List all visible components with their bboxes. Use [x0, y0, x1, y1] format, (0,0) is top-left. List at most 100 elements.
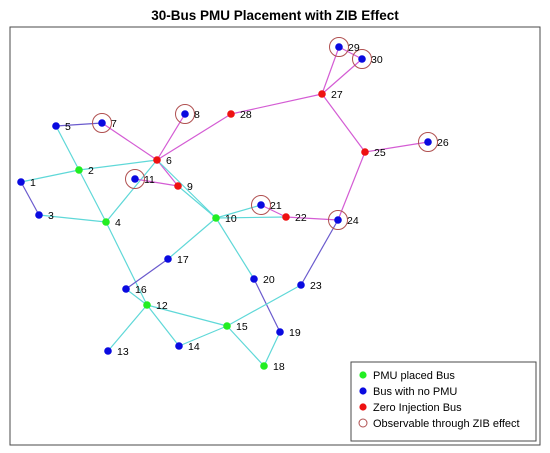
bus-label-18: 18 [273, 361, 285, 373]
bus-label-7: 7 [111, 118, 117, 130]
edge-24-25 [337, 151, 366, 221]
legend-nopmu-label: Bus with no PMU [373, 386, 457, 398]
bus-label-17: 17 [177, 254, 189, 266]
bus-label-11: 11 [144, 174, 155, 186]
bus-label-24: 24 [347, 215, 359, 227]
bus-label-25: 25 [374, 147, 386, 159]
bus-node-10 [212, 214, 220, 222]
bus-node-26 [424, 138, 432, 146]
bus-label-10: 10 [225, 213, 237, 225]
bus-node-5 [52, 122, 60, 130]
edges-layer [20, 46, 429, 367]
edge-3-4 [38, 214, 107, 223]
bus-node-15 [223, 322, 231, 330]
bus-label-19: 19 [289, 327, 301, 339]
bus-node-18 [260, 362, 268, 370]
observable-rings-layer [92, 37, 438, 230]
bus-label-30: 30 [371, 54, 383, 66]
bus-node-30 [358, 55, 366, 63]
edge-12-15 [146, 304, 228, 327]
bus-label-4: 4 [115, 217, 121, 229]
edge-12-14 [146, 304, 180, 347]
observable-ring-26 [418, 132, 438, 152]
edge-10-17 [167, 217, 217, 260]
edge-10-20 [215, 217, 255, 280]
edge-29-30 [338, 46, 363, 60]
observable-ring-30 [352, 49, 372, 69]
edge-6-28 [156, 113, 232, 161]
edge-25-26 [364, 141, 429, 153]
edge-10-21 [215, 204, 262, 219]
bus-node-3 [35, 211, 43, 219]
bus-node-9 [174, 182, 182, 190]
edge-15-23 [226, 284, 302, 327]
edge-19-20 [253, 278, 281, 333]
edge-2-5 [55, 125, 80, 171]
bus-node-4 [102, 218, 110, 226]
bus-node-14 [175, 342, 183, 350]
edge-25-27 [321, 93, 366, 153]
bus-node-28 [227, 110, 235, 118]
bus-node-17 [164, 255, 172, 263]
legend-observable-label: Observable through ZIB effect [373, 418, 520, 430]
edge-21-22 [260, 204, 287, 218]
bus-label-6: 6 [166, 155, 172, 167]
edge-9-10 [177, 185, 217, 219]
nodes-layer [17, 43, 432, 370]
legend-pmu-marker [359, 371, 367, 379]
bus-node-6 [153, 156, 161, 164]
edge-5-7 [55, 122, 103, 127]
bus-label-21: 21 [270, 200, 282, 212]
legend-box [350, 361, 537, 442]
bus-node-2 [75, 166, 83, 174]
legend-zib-marker [359, 403, 367, 411]
bus-node-13 [104, 347, 112, 355]
bus-label-8: 8 [194, 109, 200, 121]
bus-node-21 [257, 201, 265, 209]
bus-label-27: 27 [331, 89, 343, 101]
observable-ring-29 [329, 37, 349, 57]
bus-label-28: 28 [240, 109, 252, 121]
edge-27-30 [321, 58, 363, 95]
legend-pmu-label: PMU placed Bus [373, 370, 455, 382]
bus-node-27 [318, 90, 326, 98]
bus-node-12 [143, 301, 151, 309]
legend: PMU placed Bus Bus with no PMU Zero Inje… [350, 361, 537, 442]
bus-label-14: 14 [188, 341, 200, 353]
legend-zib-label: Zero Injection Bus [373, 402, 462, 414]
edge-6-10 [156, 159, 217, 219]
edge-15-18 [226, 325, 265, 367]
bus-label-20: 20 [263, 274, 275, 286]
edge-2-6 [78, 159, 158, 171]
edge-9-11 [134, 178, 179, 187]
edge-2-4 [78, 169, 107, 223]
edge-14-15 [178, 325, 228, 347]
edge-6-9 [156, 159, 179, 187]
edge-23-24 [300, 219, 339, 286]
bus-node-22 [282, 213, 290, 221]
bus-node-29 [335, 43, 343, 51]
observable-ring-7 [92, 113, 112, 133]
bus-node-24 [334, 216, 342, 224]
edge-27-29 [321, 46, 340, 95]
bus-label-15: 15 [236, 321, 248, 333]
observable-ring-11 [125, 169, 145, 189]
bus-label-26: 26 [437, 137, 449, 149]
bus-label-9: 9 [187, 181, 193, 193]
edge-16-17 [125, 258, 169, 290]
plot-frame [9, 26, 541, 446]
bus-label-22: 22 [295, 212, 307, 224]
edge-22-24 [285, 216, 339, 221]
legend-nopmu-marker [359, 387, 367, 395]
bus-label-13: 13 [117, 346, 129, 358]
edge-4-12 [105, 221, 148, 306]
legend-observable-marker [358, 418, 368, 428]
bus-label-1: 1 [30, 177, 36, 189]
edge-6-7 [101, 122, 158, 161]
figure-title: 30-Bus PMU Placement with ZIB Effect [151, 8, 399, 23]
edge-12-16 [125, 288, 148, 306]
bus-label-5: 5 [65, 121, 71, 133]
bus-node-1 [17, 178, 25, 186]
bus-label-2: 2 [88, 165, 94, 177]
